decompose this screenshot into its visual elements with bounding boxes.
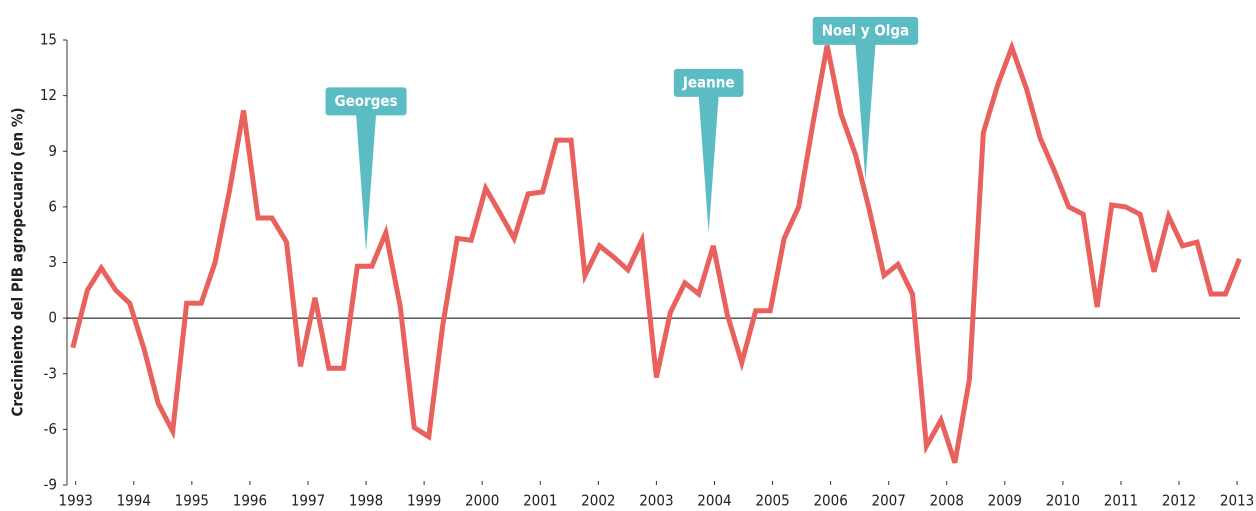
annotation-pointer: [356, 114, 377, 252]
x-tick-label: 1996: [233, 492, 267, 510]
annotation-pointer: [855, 43, 876, 181]
y-tick-label: 9: [48, 142, 57, 160]
y-tick-label: -3: [44, 364, 57, 382]
annotation-box: [812, 16, 919, 45]
x-tick-label: 1995: [175, 492, 209, 510]
y-tick-label: 0: [48, 309, 57, 327]
y-tick-label: 6: [48, 197, 57, 215]
x-tick-label: 1993: [59, 492, 93, 510]
x-tick-label: 2009: [988, 492, 1022, 510]
x-tick-label: 2006: [813, 492, 847, 510]
x-tick-label: 2002: [581, 492, 615, 510]
annotation-label: Jeanne: [682, 73, 735, 91]
x-tick-label: 2005: [755, 492, 789, 510]
y-tick-label: 15: [40, 31, 57, 49]
x-tick-label: 2013: [1220, 492, 1254, 510]
y-tick-label: -9: [44, 476, 57, 494]
annotation-box: [325, 87, 407, 116]
x-tick-label: 2007: [872, 492, 906, 510]
x-tick-label: 1998: [349, 492, 383, 510]
x-tick-label: 1999: [407, 492, 441, 510]
annotation: Georges: [325, 87, 407, 252]
annotation-box: [673, 68, 744, 97]
x-tick-label: 2010: [1046, 492, 1080, 510]
x-tick-label: 2003: [639, 492, 673, 510]
x-tick-label: 1997: [291, 492, 325, 510]
y-tick-label: 3: [48, 253, 57, 271]
x-tick-label: 2011: [1104, 492, 1138, 510]
x-tick-label: 2001: [523, 492, 557, 510]
x-tick-label: 1994: [117, 492, 151, 510]
annotation: Jeanne: [673, 68, 744, 233]
annotation-label: Noel y Olga: [822, 21, 909, 39]
annotation: Noel y Olga: [812, 16, 919, 181]
data-line: [70, 40, 1242, 464]
x-tick-label: 2012: [1162, 492, 1196, 510]
x-tick-label: 2000: [465, 492, 499, 510]
x-tick-label: 2004: [697, 492, 731, 510]
annotation-label: Georges: [335, 92, 398, 110]
x-tick-label: 2008: [930, 492, 964, 510]
annotation-pointer: [698, 95, 719, 233]
y-tick-label: -6: [44, 420, 57, 438]
y-tick-label: 12: [40, 86, 57, 104]
y-axis-label: Crecimiento del PIB agropecuario (en %): [9, 107, 27, 416]
